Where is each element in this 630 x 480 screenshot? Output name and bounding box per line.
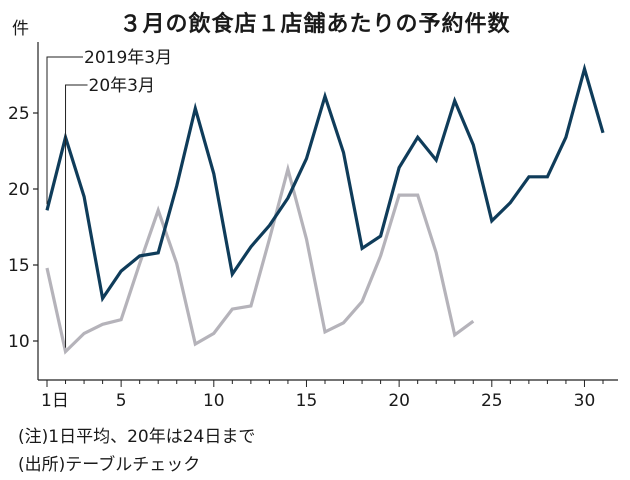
x-tick-label: 20 [388,391,410,411]
footnote-note: (注)1日平均、20年は24日まで [18,427,256,447]
y-tick-label: 10 [8,332,30,352]
x-tick-label: 25 [481,391,503,411]
series-line-2020 [45,162,475,355]
y-tick-label: 25 [8,104,30,124]
x-tick-label: 1日 [41,391,69,411]
y-axis-label: 件 [12,19,29,39]
footnote-source: (出所)テーブルチェック [18,455,201,475]
x-tick-label: 15 [296,391,318,411]
callout-label-2019: 2019年3月 [84,48,172,68]
chart-title: ３月の飲食店１店舗あたりの予約件数 [119,12,511,37]
y-tick-label: 20 [8,180,30,200]
chart-series [45,62,605,355]
series-line-2019 [45,62,605,303]
legend-callouts: 2019年3月 20年3月 [46,48,172,348]
callout-label-2020: 20年3月 [89,76,155,96]
x-tick-label: 10 [203,391,225,411]
callout-leader-2019 [46,56,83,205]
x-tick-label: 5 [116,391,127,411]
x-tick-label: 30 [574,391,596,411]
chart-axes: 件 10 15 20 25 1日 5 10 15 20 25 30 [8,19,618,411]
y-tick-label: 15 [8,256,30,276]
callout-leader-2020 [65,84,88,348]
